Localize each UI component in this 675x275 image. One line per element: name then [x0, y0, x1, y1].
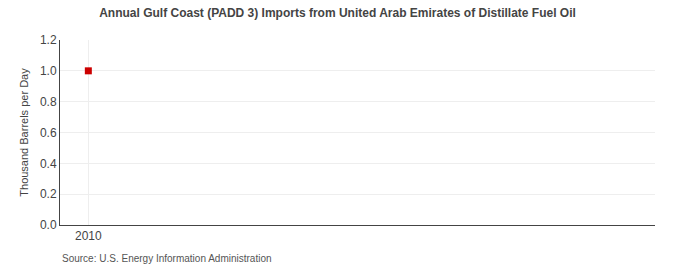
svg-text:0.8: 0.8	[40, 95, 57, 109]
svg-text:0.6: 0.6	[40, 126, 57, 140]
svg-text:0.0: 0.0	[40, 218, 57, 232]
svg-text:2010: 2010	[75, 229, 102, 243]
svg-text:0.2: 0.2	[40, 187, 57, 201]
svg-text:Thousand Barrels per Day: Thousand Barrels per Day	[18, 68, 30, 197]
svg-text:1.2: 1.2	[40, 33, 57, 47]
svg-text:Annual Gulf Coast (PADD 3) Imp: Annual Gulf Coast (PADD 3) Imports from …	[99, 6, 576, 20]
svg-text:0.4: 0.4	[40, 157, 57, 171]
svg-text:1.0: 1.0	[40, 64, 57, 78]
svg-text:Source: U.S. Energy Informatio: Source: U.S. Energy Information Administ…	[62, 253, 272, 264]
